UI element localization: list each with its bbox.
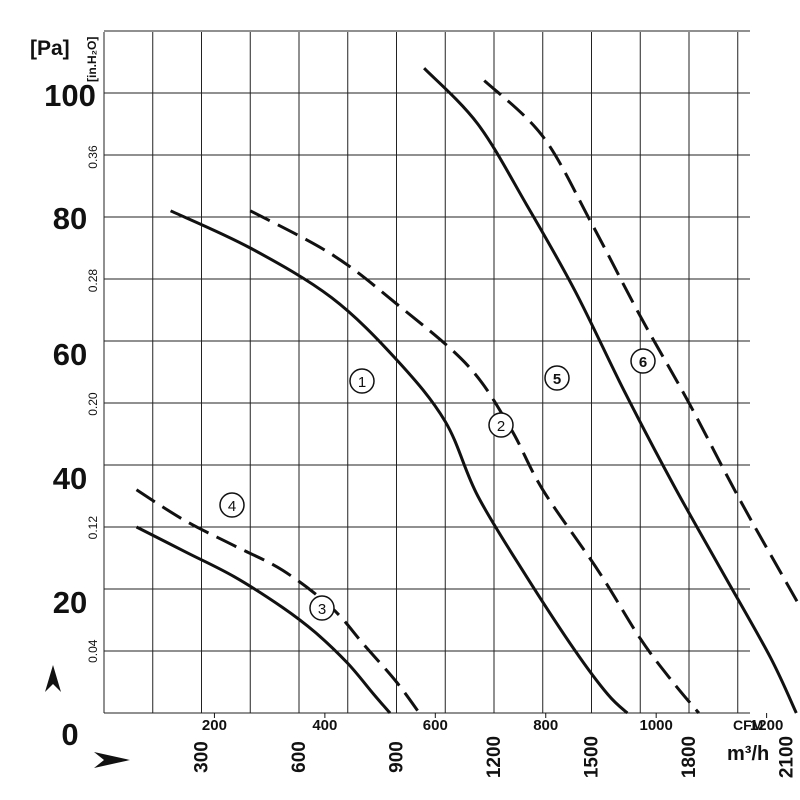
- curve-label-circle: [544, 365, 570, 391]
- curve-label-4: 4: [219, 492, 245, 518]
- curve-2: [249, 209, 700, 714]
- y-tick-label-pa: 20: [53, 585, 87, 620]
- x-tick-label-m3h: 1800: [679, 736, 700, 778]
- curve-label-number: 2: [497, 418, 505, 435]
- x-tick-label-cfm: 200: [202, 717, 227, 734]
- curve-label-number: 4: [228, 498, 236, 515]
- curve-6: [483, 79, 800, 610]
- x-tick-label-m3h: 1200: [484, 736, 505, 778]
- curve-label-number: 3: [318, 601, 326, 618]
- y-tick-label-inh2o: 0.12: [86, 516, 100, 540]
- curve-label-number: 1: [358, 374, 366, 391]
- curve-label-number: 6: [639, 354, 647, 371]
- x-tick-label-cfm: 600: [423, 717, 448, 734]
- x-tick-label-cfm: 400: [312, 717, 337, 734]
- curve-label-1: 1: [349, 368, 375, 394]
- x-tick-label-m3h: 900: [387, 741, 408, 773]
- curve-label-circle: [630, 348, 656, 374]
- x-axis-unit-cfm: CFM: [733, 717, 763, 733]
- x-tick-label-m3h: 300: [192, 741, 213, 773]
- curve-label-circle: [309, 595, 335, 621]
- y-tick-label-pa: 80: [53, 201, 87, 236]
- up-arrow-icon: [45, 665, 61, 692]
- y-tick-label-inh2o: 0.20: [86, 392, 100, 416]
- curve-label-6: 6: [630, 348, 656, 374]
- curve-3: [135, 525, 392, 714]
- curve-label-3: 3: [309, 595, 335, 621]
- curves: [135, 67, 800, 715]
- y-tick-label-pa: 60: [53, 337, 87, 372]
- x-tick-label-cfm: 1000: [639, 717, 672, 734]
- curve-1: [169, 209, 629, 715]
- curve-label-circle: [488, 412, 514, 438]
- curve-label-5: 5: [544, 365, 570, 391]
- curve-label-circle: [349, 368, 375, 394]
- grid: [103, 30, 750, 714]
- y-tick-label-inh2o: 0.28: [86, 269, 100, 293]
- y-tick-label-inh2o: 0.04: [86, 639, 100, 663]
- y-tick-label-pa: 40: [53, 461, 87, 496]
- x-tick-label-m3h: 600: [289, 741, 310, 773]
- curve-labels: 1 2 3 4 5 6: [219, 348, 656, 621]
- y-tick-label-pa: 0: [61, 717, 78, 752]
- x-tick-label-m3h: 2100: [777, 736, 798, 778]
- x-axis-unit-m3h: m³/h: [727, 743, 769, 765]
- curve-label-number: 5: [553, 371, 561, 388]
- curve-label-2: 2: [488, 412, 514, 438]
- curve-label-circle: [219, 492, 245, 518]
- y-axis-unit-pa: [Pa]: [30, 37, 70, 60]
- y-tick-label-inh2o: 0.36: [86, 145, 100, 169]
- curve-4: [135, 488, 421, 714]
- y-tick-label-pa: 100: [44, 78, 96, 113]
- x-tick-label-cfm: 800: [533, 717, 558, 734]
- curve-5: [423, 67, 798, 714]
- x-tick-label-cfm: 1200: [750, 717, 783, 734]
- x-tick-label-m3h: 1500: [582, 736, 603, 778]
- right-arrow-icon: [94, 752, 130, 768]
- y-axis-unit-inh2o: [in.H₂O]: [85, 37, 99, 82]
